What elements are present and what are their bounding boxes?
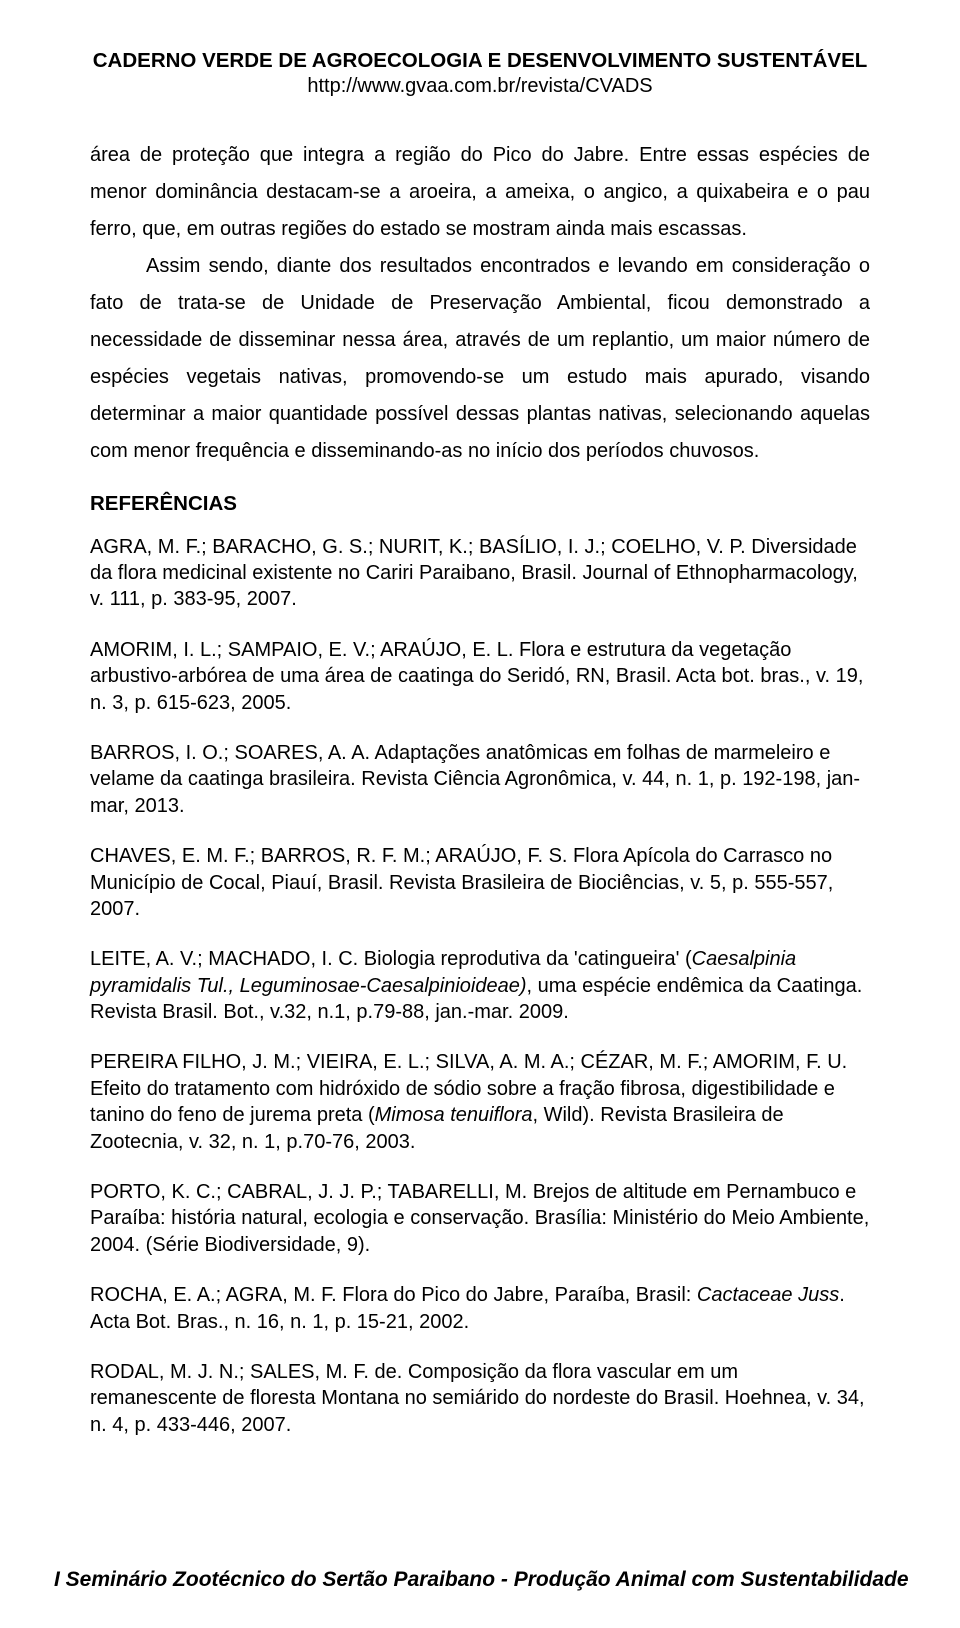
reference-text: AGRA, M. F.; BARACHO, G. S.; NURIT, K.; …	[90, 536, 858, 611]
header-url: http://www.gvaa.com.br/revista/CVADS	[90, 74, 870, 99]
reference-text: CHAVES, E. M. F.; BARROS, R. F. M.; ARAÚ…	[90, 845, 833, 920]
reference-text: PORTO, K. C.; CABRAL, J. J. P.; TABARELL…	[90, 1181, 869, 1256]
reference-item: AGRA, M. F.; BARACHO, G. S.; NURIT, K.; …	[90, 534, 870, 613]
reference-item: PORTO, K. C.; CABRAL, J. J. P.; TABARELL…	[90, 1179, 870, 1258]
reference-item: LEITE, A. V.; MACHADO, I. C. Biologia re…	[90, 946, 870, 1025]
reference-italic: Cactaceae Juss	[697, 1284, 839, 1306]
reference-text: ROCHA, E. A.; AGRA, M. F. Flora do Pico …	[90, 1284, 697, 1306]
reference-item: PEREIRA FILHO, J. M.; VIEIRA, E. L.; SIL…	[90, 1049, 870, 1155]
page-footer: I Seminário Zootécnico do Sertão Paraiba…	[54, 1568, 909, 1592]
document-page: CADERNO VERDE DE AGROECOLOGIA E DESENVOL…	[0, 0, 960, 1628]
body-text-segment: Assim sendo, diante dos resultados encon…	[90, 255, 870, 462]
reference-item: ROCHA, E. A.; AGRA, M. F. Flora do Pico …	[90, 1282, 870, 1335]
reference-item: BARROS, I. O.; SOARES, A. A. Adaptações …	[90, 740, 870, 819]
reference-item: AMORIM, I. L.; SAMPAIO, E. V.; ARAÚJO, E…	[90, 637, 870, 716]
reference-item: RODAL, M. J. N.; SALES, M. F. de. Compos…	[90, 1359, 870, 1438]
reference-text: LEITE, A. V.; MACHADO, I. C. Biologia re…	[90, 948, 692, 970]
references-heading: REFERÊNCIAS	[90, 492, 870, 516]
reference-text: RODAL, M. J. N.; SALES, M. F. de. Compos…	[90, 1361, 865, 1436]
header-title: CADERNO VERDE DE AGROECOLOGIA E DESENVOL…	[90, 48, 870, 74]
body-paragraph-1: área de proteção que integra a região do…	[90, 137, 870, 248]
reference-item: CHAVES, E. M. F.; BARROS, R. F. M.; ARAÚ…	[90, 843, 870, 922]
reference-italic: Mimosa tenuiflora	[375, 1104, 533, 1126]
body-text-segment: área de proteção que integra a região do…	[90, 144, 870, 240]
page-header: CADERNO VERDE DE AGROECOLOGIA E DESENVOL…	[90, 48, 870, 99]
reference-text: BARROS, I. O.; SOARES, A. A. Adaptações …	[90, 742, 860, 817]
reference-text: AMORIM, I. L.; SAMPAIO, E. V.; ARAÚJO, E…	[90, 639, 863, 714]
body-paragraph-2: Assim sendo, diante dos resultados encon…	[90, 248, 870, 470]
